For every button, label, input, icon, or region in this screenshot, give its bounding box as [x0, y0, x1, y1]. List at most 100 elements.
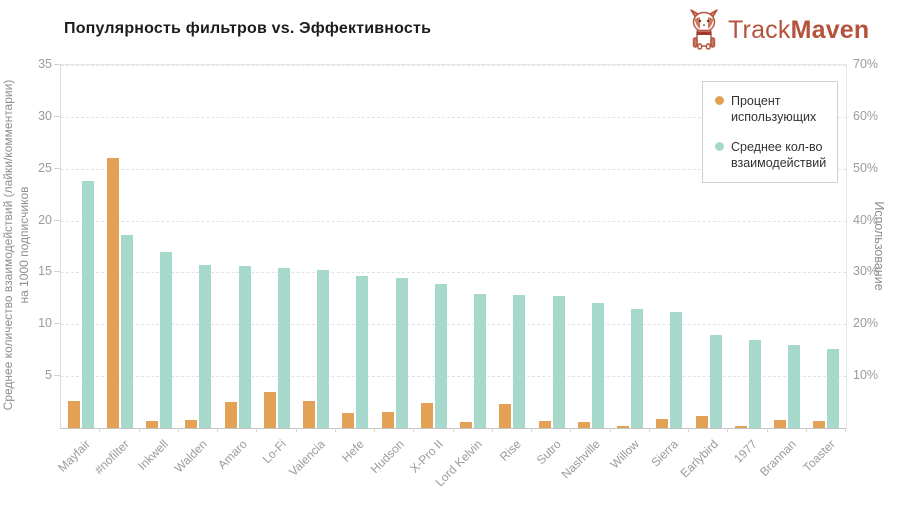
bar-usage-percent[interactable] [499, 404, 512, 428]
left-axis-tick-label: 15 [38, 264, 52, 279]
x-axis-tick-mark [295, 428, 297, 432]
x-axis-tick-mark [177, 428, 179, 432]
bar-avg-interactions[interactable] [748, 339, 761, 428]
bar-usage-percent[interactable] [381, 411, 394, 428]
right-axis-tick-label: 40% [853, 212, 879, 227]
left-axis-tick-mark [54, 323, 60, 325]
bar-usage-percent[interactable] [774, 420, 787, 428]
bar-usage-percent[interactable] [734, 425, 747, 428]
bar-usage-percent[interactable] [577, 421, 590, 428]
bar-avg-interactions[interactable] [670, 311, 683, 428]
x-axis-tick-mark [491, 428, 493, 432]
left-axis-tick-mark [54, 375, 60, 377]
left-axis-tick-mark [54, 167, 60, 169]
bar-avg-interactions[interactable] [277, 268, 290, 428]
gridline [61, 272, 846, 274]
right-axis-tick-label: 20% [853, 316, 879, 331]
bar-avg-interactions[interactable] [317, 270, 330, 428]
x-axis-tick-mark [452, 428, 454, 432]
bar-avg-interactions[interactable] [81, 181, 94, 428]
bar-avg-interactions[interactable] [120, 235, 133, 428]
bar-avg-interactions[interactable] [709, 334, 722, 428]
bar-usage-percent[interactable] [146, 420, 159, 428]
left-axis-tick-mark [54, 219, 60, 221]
gridline [61, 168, 846, 170]
bar-avg-interactions[interactable] [591, 302, 604, 428]
left-axis-tick-label: 35 [38, 57, 52, 71]
bar-usage-percent[interactable] [460, 421, 473, 428]
gridline [61, 324, 846, 326]
bar-usage-percent[interactable] [342, 413, 355, 428]
x-axis-tick-mark [256, 428, 258, 432]
bar-usage-percent[interactable] [695, 416, 708, 428]
bar-avg-interactions[interactable] [199, 265, 212, 428]
bar-usage-percent[interactable] [813, 420, 826, 428]
gridline [61, 116, 846, 118]
left-axis-tick-mark [54, 271, 60, 273]
bar-avg-interactions[interactable] [356, 275, 369, 428]
x-axis-tick-mark [99, 428, 101, 432]
bar-avg-interactions[interactable] [395, 277, 408, 428]
bar-avg-interactions[interactable] [631, 308, 644, 428]
x-axis-tick-mark [609, 428, 611, 432]
bar-usage-percent[interactable] [263, 391, 276, 428]
x-axis-tick-mark [766, 428, 768, 432]
bar-usage-percent[interactable] [224, 402, 237, 428]
left-axis-tick-mark [54, 115, 60, 117]
legend: Процент использующих Среднее кол-во взаим… [702, 81, 838, 183]
legend-item-label: Среднее кол-во взаимодействий [731, 139, 827, 170]
x-axis-tick-mark [531, 428, 532, 432]
legend-item[interactable]: Процент использующих [715, 93, 829, 126]
bar-usage-percent[interactable] [420, 402, 433, 428]
x-axis-tick-mark [138, 428, 140, 432]
left-axis-tick-label: 30 [38, 108, 52, 123]
legend-marker-icon [715, 96, 724, 105]
legend-item[interactable]: Среднее кол-во взаимодействий [715, 139, 829, 172]
right-axis-tick-label: 50% [853, 160, 879, 175]
bar-avg-interactions[interactable] [474, 294, 487, 428]
plot-area [60, 64, 847, 429]
bar-avg-interactions[interactable] [552, 296, 565, 428]
x-axis-tick-mark [374, 428, 375, 432]
bar-usage-percent[interactable] [617, 426, 630, 428]
bar-usage-percent[interactable] [303, 401, 316, 428]
gridline [61, 220, 846, 222]
bar-usage-percent[interactable] [185, 419, 198, 428]
chart-title: Популярность фильтров vs. Эффективность [64, 20, 432, 37]
bar-avg-interactions[interactable] [788, 345, 801, 428]
right-axis-tick-label: 30% [853, 264, 879, 279]
bar-avg-interactions[interactable] [434, 283, 447, 428]
x-axis-tick-mark [413, 428, 415, 432]
x-axis-tick-mark [570, 428, 572, 432]
x-axis-tick-mark [648, 428, 650, 432]
bar-usage-percent[interactable] [106, 158, 119, 428]
left-axis-tick-mark [54, 64, 60, 65]
x-axis-tick-mark [805, 428, 807, 432]
bar-avg-interactions[interactable] [160, 251, 173, 428]
bar-usage-percent[interactable] [67, 401, 80, 428]
bar-avg-interactions[interactable] [238, 266, 251, 428]
left-axis-tick-label: 5 [45, 368, 52, 383]
right-axis-tick-label: 70% [853, 57, 879, 71]
bar-avg-interactions[interactable] [827, 349, 840, 428]
bar-avg-interactions[interactable] [513, 295, 526, 428]
bar-usage-percent[interactable] [538, 420, 551, 428]
left-axis-tick-label: 25 [38, 160, 52, 175]
legend-marker-icon [715, 141, 724, 151]
right-axis-tick-label: 10% [853, 368, 879, 383]
left-axis-tick-label: 20 [38, 212, 52, 227]
gridline [61, 376, 846, 378]
corgi-logo-icon [690, 9, 718, 50]
legend-item-label: Процент использующих [731, 94, 817, 125]
left-axis-title: Среднее количество взаимодействий (лайки… [1, 79, 32, 411]
logo-wordmark: TrackMaven [728, 15, 870, 44]
right-axis-tick-label: 60% [853, 108, 879, 123]
left-axis-tick-label: 10 [38, 316, 52, 331]
x-axis-tick-mark [217, 428, 218, 432]
x-axis-tick-mark [688, 428, 689, 432]
gridline [61, 65, 846, 66]
bar-usage-percent[interactable] [656, 419, 669, 428]
trackmaven-logo: TrackMaven [684, 8, 869, 52]
x-axis-tick-mark [845, 428, 846, 432]
